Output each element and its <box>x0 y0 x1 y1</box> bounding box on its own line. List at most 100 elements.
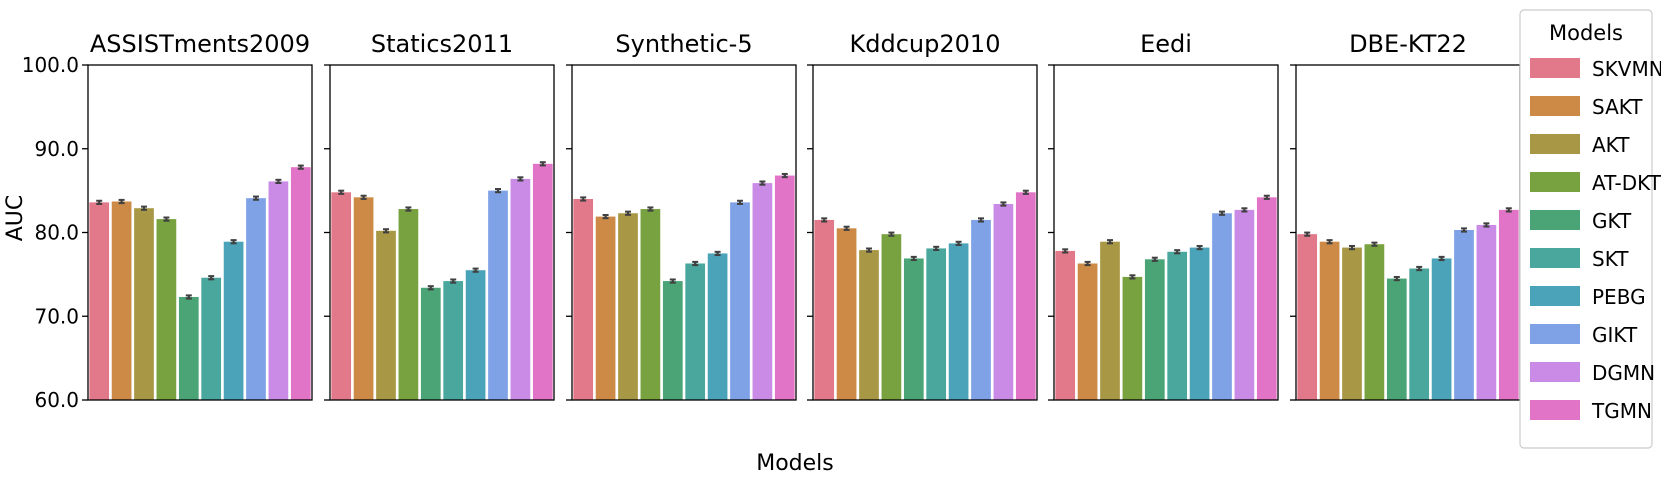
bar-skt <box>1409 268 1430 400</box>
bar-sakt <box>353 197 374 400</box>
y-axis-label: AUC <box>3 195 28 242</box>
bar-sakt <box>1319 241 1340 400</box>
bar-at-dkt <box>640 209 661 400</box>
bar-pebg <box>948 243 969 400</box>
y-tick-label: 70.0 <box>34 304 79 328</box>
panel-title: Eedi <box>1140 30 1192 58</box>
legend-swatch-sakt <box>1530 96 1580 116</box>
legend-title: Models <box>1549 21 1623 45</box>
bar-akt <box>134 208 154 400</box>
legend-swatch-dgmn <box>1530 362 1580 382</box>
bar-akt <box>859 250 879 400</box>
bar-tgmn <box>1015 192 1036 400</box>
bar-dgmn <box>752 183 773 400</box>
legend-label-gikt: GIKT <box>1592 323 1638 347</box>
bar-tgmn <box>290 167 311 400</box>
bar-skvmn <box>89 202 110 400</box>
x-axis-label: Models <box>756 451 834 476</box>
panel-title: Kddcup2010 <box>850 30 1001 58</box>
bar-pebg <box>465 270 486 400</box>
bar-tgmn <box>532 163 553 400</box>
bar-sakt <box>1077 263 1098 400</box>
legend-label-tgmn: TGMN <box>1591 399 1652 423</box>
legend-label-sakt: SAKT <box>1592 95 1643 119</box>
legend-swatch-akt <box>1530 134 1580 154</box>
bar-gkt <box>903 258 924 400</box>
bar-gikt <box>488 190 508 401</box>
legend: Models SKVMN SAKT AKT AT-DKT GKT SKT PEBG GIKT D… <box>1519 9 1661 449</box>
bar-at-dkt <box>156 219 177 400</box>
panel-3: Kddcup2010 <box>807 30 1038 401</box>
bar-akt <box>1342 247 1362 400</box>
legend-swatch-gikt <box>1530 324 1580 344</box>
bar-skvmn <box>331 192 352 400</box>
legend-items: SKVMN SAKT AKT AT-DKT GKT SKT PEBG GIKT DGMN TGMN <box>1530 57 1661 423</box>
bar-gkt <box>1144 259 1165 400</box>
bar-gikt <box>730 202 750 400</box>
legend-label-skvmn: SKVMN <box>1592 57 1661 81</box>
bar-gikt <box>1212 213 1232 400</box>
legend-label-skt: SKT <box>1592 247 1629 271</box>
bar-at-dkt <box>1364 244 1385 400</box>
bar-akt <box>376 230 396 400</box>
bar-pebg <box>1431 258 1452 400</box>
legend-swatch-gkt <box>1530 210 1580 230</box>
bar-dgmn <box>1476 224 1497 400</box>
bar-sakt <box>111 201 132 400</box>
bar-tgmn <box>1256 197 1277 400</box>
bar-at-dkt <box>881 234 902 400</box>
y-tick-label: 90.0 <box>34 137 79 161</box>
bar-sakt <box>836 228 857 400</box>
bar-pebg <box>223 241 244 400</box>
bar-dgmn <box>510 178 531 400</box>
bar-tgmn <box>774 175 795 400</box>
bar-sakt <box>595 216 616 400</box>
bar-pebg <box>1189 247 1210 400</box>
bar-skvmn <box>573 199 594 400</box>
legend-swatch-skt <box>1530 248 1580 268</box>
bar-dgmn <box>1234 209 1255 400</box>
bar-tgmn <box>1498 209 1519 400</box>
y-tick-label: 80.0 <box>34 221 79 245</box>
y-tick-label: 100.0 <box>22 53 79 77</box>
legend-swatch-pebg <box>1530 286 1580 306</box>
panel-title: Synthetic-5 <box>615 30 752 58</box>
bar-at-dkt <box>398 209 419 400</box>
bar-skt <box>443 281 464 400</box>
legend-label-akt: AKT <box>1592 133 1630 157</box>
bar-dgmn <box>993 204 1014 400</box>
legend-swatch-skvmn <box>1530 58 1580 78</box>
legend-label-gkt: GKT <box>1592 209 1632 233</box>
panel-5: DBE-KT22 <box>1290 30 1521 401</box>
bar-gkt <box>1386 278 1407 400</box>
panel-title: Statics2011 <box>371 30 513 58</box>
bar-skvmn <box>1297 234 1318 400</box>
bar-akt <box>618 213 638 400</box>
legend-swatch-at-dkt <box>1530 172 1580 192</box>
panel-1: Statics2011 <box>324 30 555 401</box>
y-tick-label: 60.0 <box>34 388 79 412</box>
bar-gkt <box>662 281 683 400</box>
bar-skt <box>201 277 222 400</box>
bar-skt <box>926 248 947 400</box>
bar-gkt <box>420 287 441 400</box>
bar-dgmn <box>268 181 289 400</box>
bar-skvmn <box>1055 250 1076 400</box>
panel-title: ASSISTments2009 <box>90 30 310 58</box>
panel-title: DBE-KT22 <box>1349 30 1467 58</box>
bar-gikt <box>1454 229 1474 400</box>
bar-skt <box>1167 251 1188 400</box>
legend-swatch-tgmn <box>1530 400 1580 420</box>
bar-skvmn <box>814 219 835 400</box>
bar-gikt <box>246 198 266 400</box>
bar-gkt <box>178 296 199 400</box>
bar-skt <box>685 263 706 400</box>
panel-4: Eedi <box>1048 30 1279 401</box>
legend-label-pebg: PEBG <box>1592 285 1646 309</box>
panel-0: 60.0 70.0 80.0 90.0 100.0 ASSISTments2009 <box>22 30 313 412</box>
bar-akt <box>1100 241 1120 400</box>
panel-2: Synthetic-5 <box>566 30 797 401</box>
bar-gikt <box>971 219 991 400</box>
chart-panels: 60.0 70.0 80.0 90.0 100.0 ASSISTments2009 Stat… <box>22 30 1521 412</box>
